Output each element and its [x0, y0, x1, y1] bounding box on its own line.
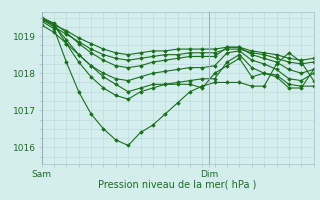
- X-axis label: Pression niveau de la mer( hPa ): Pression niveau de la mer( hPa ): [99, 180, 257, 190]
